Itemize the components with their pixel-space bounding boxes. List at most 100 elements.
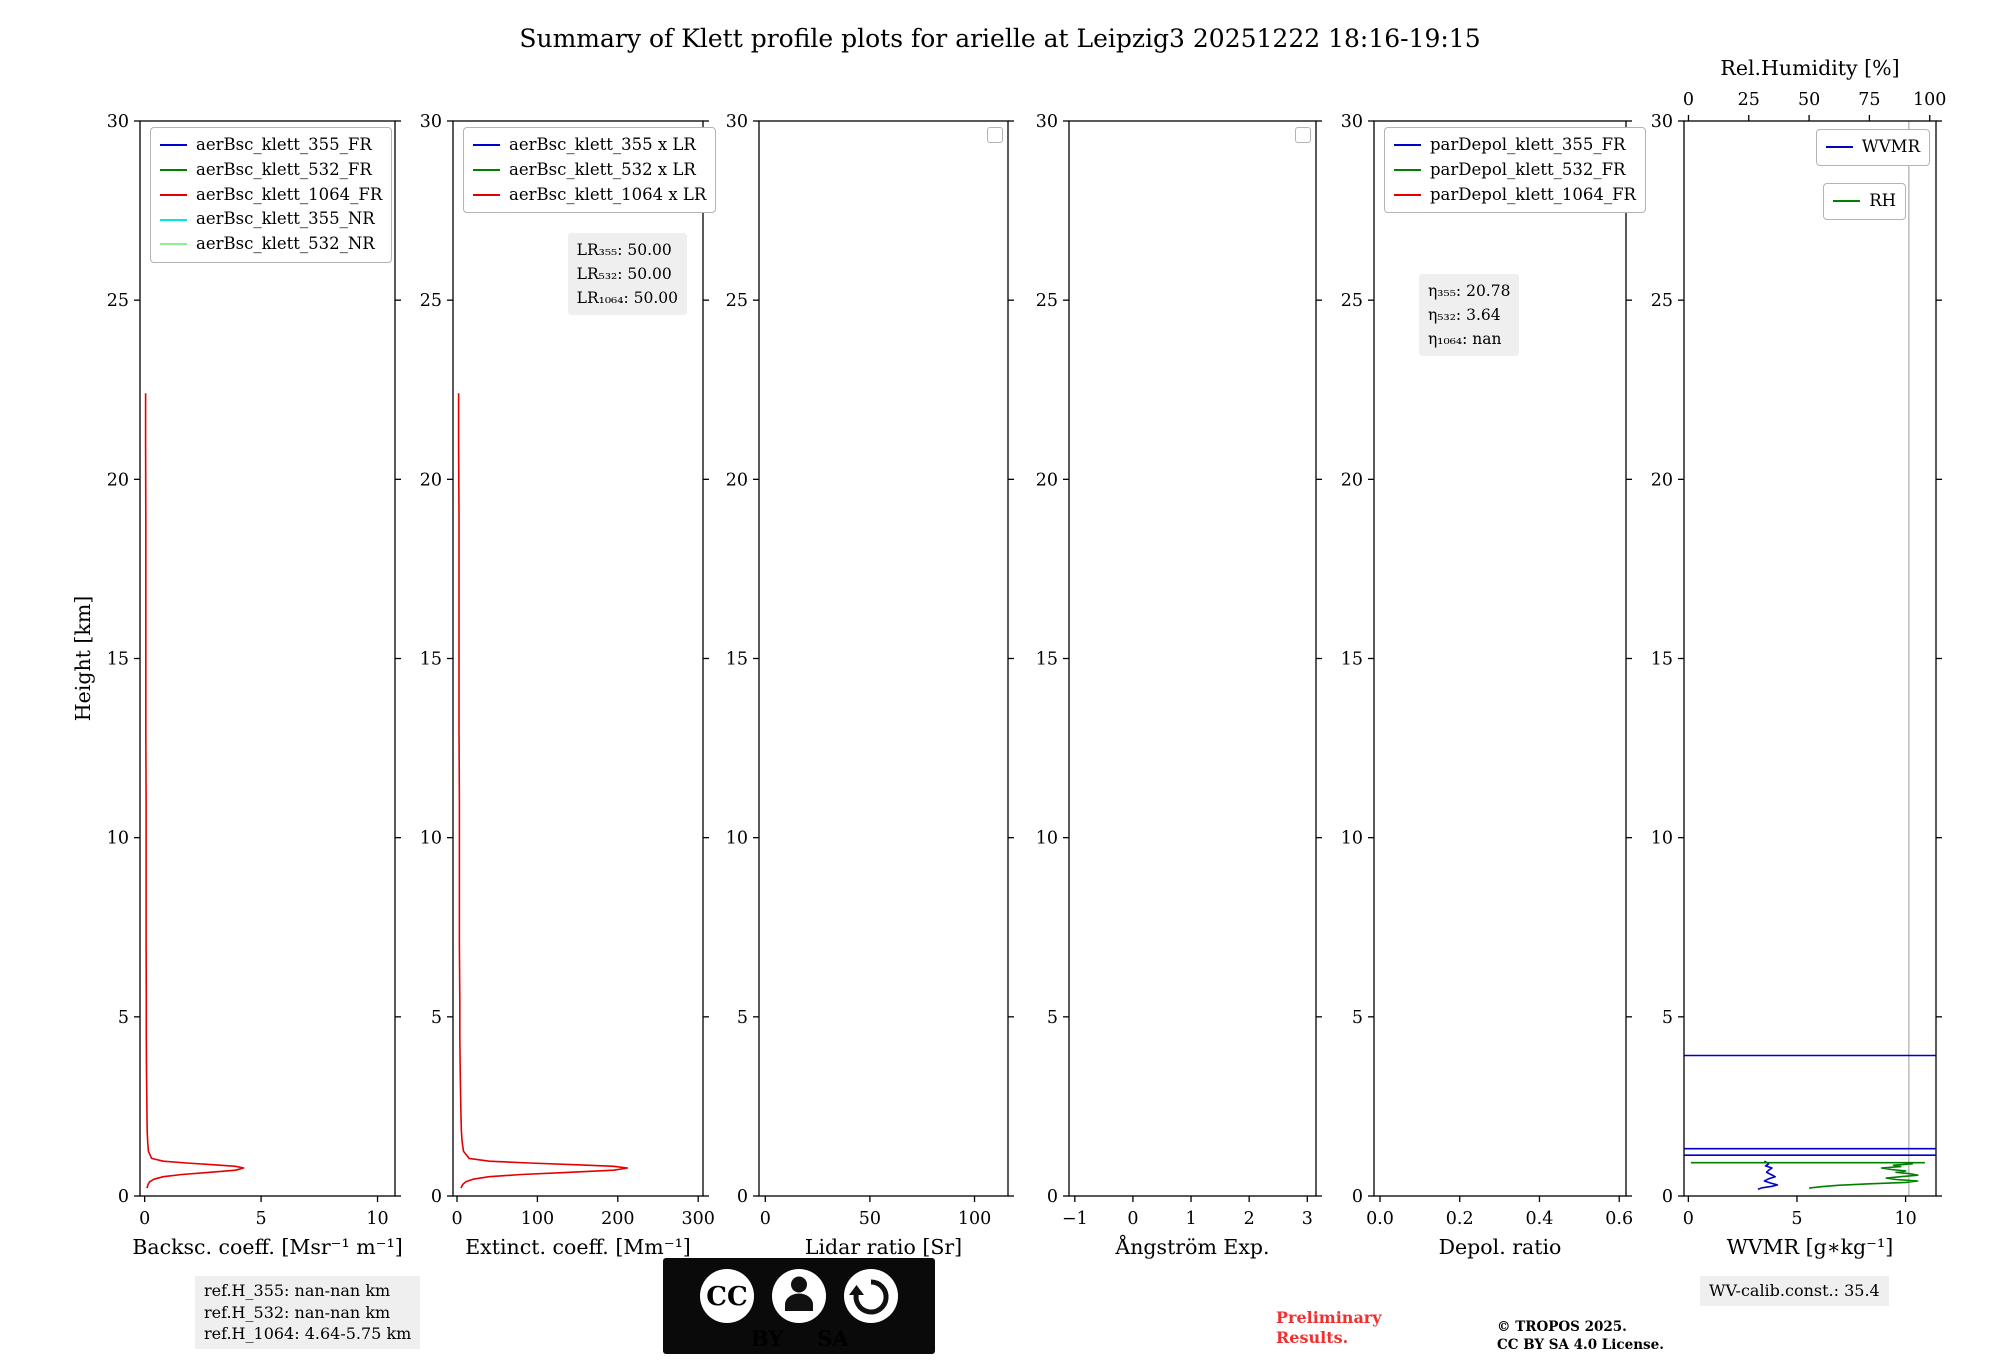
x-tick-label: 100 [521,1209,554,1229]
eta-355-value: η₃₅₅: 20.78 [1428,282,1511,300]
extinction-plot: 0 100 200 300 0 5 10 15 20 25 30 Extinct. coeff. [M… [420,112,715,1259]
cc-by-sa-badge-graphic: CC BY SA [663,1258,935,1354]
legend-item: aerBsc_klett_1064_FR [160,183,382,208]
y-tick-label: 25 [726,291,748,311]
y-tick-label: 0 [737,1187,748,1207]
x-tick-label: 1 [1185,1209,1196,1229]
legend-item: parDepol_klett_532_FR [1394,158,1636,183]
y-tick-label: 0 [431,1187,442,1207]
x-tick-label: 100 [958,1209,991,1229]
y-tick-label: 20 [1341,470,1363,490]
legend-item: RH [1833,189,1896,214]
cc-by-text: BY [751,1326,784,1351]
y-tick-label: 10 [1651,829,1673,849]
y-tick-label: 25 [1651,291,1673,311]
y-tick-label: 5 [118,1008,129,1028]
y-tick-label: 30 [1341,112,1363,132]
legend-line-swatch [160,218,187,221]
legend-line-swatch [1833,200,1861,203]
legend-item: parDepol_klett_1064_FR [1394,183,1636,208]
legend-item: aerBsc_klett_355_FR [160,133,382,158]
y-tick-label: 10 [107,829,129,849]
top-axis-label: Rel.Humidity [%] [1720,56,1899,80]
y-tick-label: 20 [420,470,442,490]
axes-frame [139,120,396,1197]
legend-line-swatch [160,169,187,172]
legend-line-swatch [160,144,187,147]
x-tick-label: 50 [859,1209,881,1229]
x-axis-label: Lidar ratio [Sr] [805,1235,962,1259]
x-tick-label: 2 [1244,1209,1255,1229]
legend-label: aerBsc_klett_355_FR [196,135,372,154]
depol-ratio-plot: 0.0 0.2 0.4 0.6 0 5 10 15 20 25 30 Depol. ratio [1341,112,1633,1259]
x-tick-label: 5 [256,1209,267,1229]
y-tick-label: 20 [107,470,129,490]
lidar-ratio-constants-annotation: LR₃₅₅: 50.00 LR₅₃₂: 50.00 LR₁₀₆₄: 50.00 [567,233,687,316]
legend-item: WVMR [1825,135,1920,160]
y-tick-label: 25 [1341,291,1363,311]
legend-item: aerBsc_klett_532 x LR [473,158,706,183]
x-axis-label: Depol. ratio [1439,1235,1562,1259]
x-tick-label: 5 [1791,1209,1802,1229]
legend-label: aerBsc_klett_532 x LR [509,159,696,179]
legend-item: aerBsc_klett_1064 x LR [473,183,706,208]
lr-532-value: LR₅₃₂: 50.00 [576,265,672,284]
legend-label: aerBsc_klett_1064 x LR [509,184,707,204]
legend-line-swatch [1394,169,1421,172]
y-tick-label: 20 [726,470,748,490]
legend-label: aerBsc_klett_1064_FR [196,184,383,204]
x-tick-label: 10 [1894,1209,1916,1229]
y-tick-label: 15 [1651,650,1673,670]
wvmr-legend: RH [1823,183,1906,220]
y-tick-label: 15 [1341,650,1363,670]
wv-calibration-box: WV-calib.const.: 35.4 [1700,1276,1889,1306]
cc-logo-text: CC [706,1282,747,1312]
x-tick-label: 0 [451,1209,462,1229]
legend-label: parDepol_klett_1064_FR [1430,184,1636,204]
panel-angstroem-exp: −1 0 1 2 3 0 5 10 15 20 25 30 Ångström Exp. [1036,112,1322,1259]
depol-ratio-legend: parDepol_klett_355_FR parDepol_klett_532_… [1384,127,1646,214]
legend-label: aerBsc_klett_532_FR [196,159,372,179]
y-tick-label: 15 [726,650,748,670]
y-tick-label: 10 [1036,829,1058,849]
panel-backscatter: 0 5 10 0 5 10 15 20 25 30 Backsc. coeff. [Msr⁻¹ m⁻… [71,112,403,1259]
legend-line-swatch [160,243,187,246]
x-tick-label: 3 [1302,1209,1313,1229]
axes-frame [1068,120,1317,1197]
WVMR-curve [1757,1160,1779,1190]
legend-label: RH [1869,191,1896,210]
y-tick-label: 0 [1047,1187,1058,1207]
top-tick-label: 50 [1798,90,1820,110]
x-tick-label: 0 [1127,1209,1138,1229]
x-axis-label: Extinct. coeff. [Mm⁻¹] [465,1235,691,1259]
legend-item: aerBsc_klett_532_NR [160,232,382,257]
y-tick-label: 30 [107,112,129,132]
ref-height-532: ref.H_532: nan-nan km [204,1302,391,1322]
ref-height-355: ref.H_355: nan-nan km [204,1281,391,1300]
RH-curve [1809,1163,1919,1189]
y-tick-label: 25 [1036,291,1058,311]
eta-532-value: η₅₃₂: 3.64 [1428,306,1501,325]
panel-extinction: LR₃₅₅: 50.00 LR₅₃₂: 50.00 LR₁₀₆₄: 50.00 … [420,112,717,1259]
angstroem-legend [1295,127,1311,143]
panel-lidar-ratio: 0 50 100 0 5 10 15 20 25 30 Lidar ratio [Sr] [726,112,1014,1259]
x-tick-label: 0 [760,1209,771,1229]
top-tick-label: 75 [1858,90,1880,110]
x-axis-label: Backsc. coeff. [Msr⁻¹ m⁻¹] [132,1235,402,1259]
preliminary-results-note: Preliminary Results. [1276,1308,1382,1347]
cc-sa-text: SA [817,1326,849,1351]
axes-frame [758,120,1009,1197]
y-tick-label: 25 [107,291,129,311]
legend-item: aerBsc_klett_355 x LR [473,133,706,158]
legend-line-swatch [1825,146,1853,149]
y-tick-label: 20 [1036,470,1058,490]
axes-frame [1683,120,1937,1197]
lidar-ratio-legend [987,127,1003,143]
x-axis-label: WVMR [g∗kg⁻¹] [1727,1235,1893,1259]
y-tick-label: 20 [1651,470,1673,490]
x-tick-label: 0.0 [1366,1209,1394,1229]
